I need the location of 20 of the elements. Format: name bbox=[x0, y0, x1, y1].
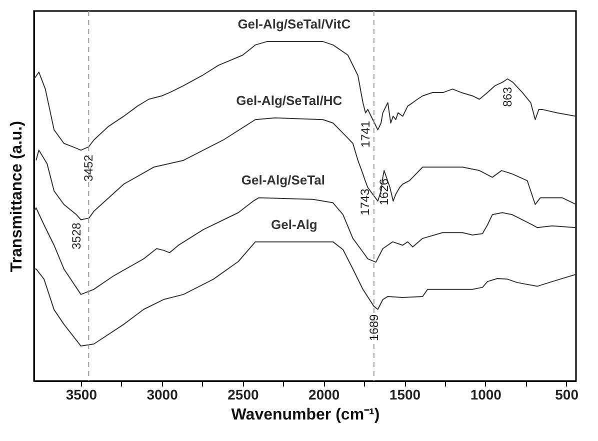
annotation: 1689 bbox=[366, 314, 381, 342]
annotation: 863 bbox=[500, 86, 515, 107]
x-tick-label: 3000 bbox=[146, 386, 178, 402]
series-label: Gel-Alg/SeTal/VitC bbox=[238, 16, 352, 32]
x-axis-title: Wavenumber (cm⁻¹) bbox=[231, 406, 380, 424]
x-tick-label: 1500 bbox=[389, 386, 421, 402]
x-tick-label: 2000 bbox=[308, 386, 340, 402]
annotation: 3452 bbox=[82, 154, 96, 182]
y-axis-title: Transmittance (a.u.) bbox=[8, 120, 26, 272]
x-tick-label: 1000 bbox=[470, 386, 502, 402]
annotation: 1741 bbox=[358, 120, 373, 148]
annotation: 1626 bbox=[377, 178, 392, 206]
series-label: Gel-Alg/SeTal bbox=[241, 172, 325, 188]
annotation: 3528 bbox=[69, 222, 84, 250]
x-tick-label: 500 bbox=[555, 386, 579, 402]
series-label: Gel-Alg/SeTal/HC bbox=[236, 92, 343, 108]
x-tick-label: 2500 bbox=[228, 386, 259, 402]
x-tick-label: 3500 bbox=[66, 386, 98, 402]
annotation: 1743 bbox=[358, 188, 372, 216]
series-label: Gel-Alg bbox=[271, 216, 318, 232]
